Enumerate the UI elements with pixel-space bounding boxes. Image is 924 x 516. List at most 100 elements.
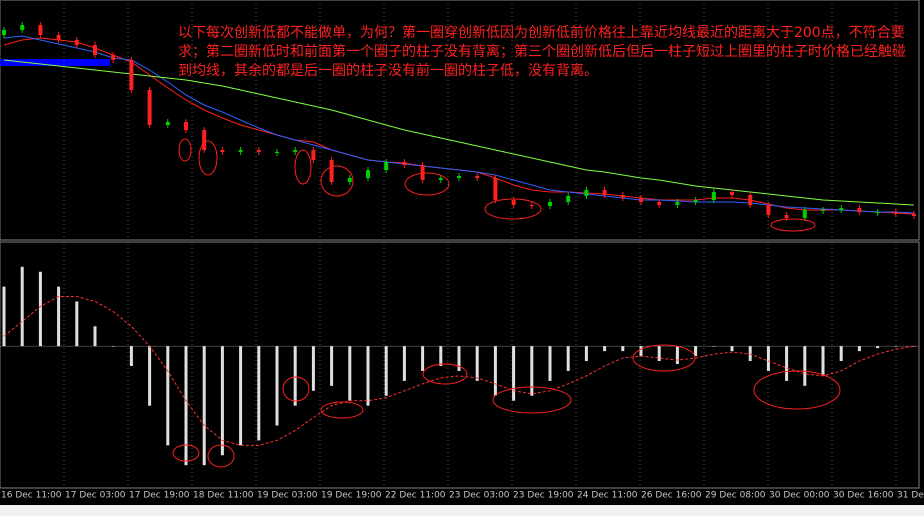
marks: 16 Dec 11:00 17 Dec 03:00 17 Dec 19:00 18 D… xyxy=(0,0,924,501)
candle xyxy=(329,160,334,182)
macd-bar xyxy=(202,346,206,466)
macd-bar xyxy=(785,346,789,381)
circle xyxy=(484,198,542,220)
circle xyxy=(207,444,235,468)
candle xyxy=(620,195,625,198)
macd-bar xyxy=(293,346,297,406)
macd-bar xyxy=(694,346,698,357)
candle xyxy=(566,196,571,202)
macd-bar xyxy=(366,346,370,406)
circle xyxy=(404,172,450,196)
macd-bar xyxy=(57,286,61,347)
macd-bar xyxy=(75,301,79,347)
candle xyxy=(839,208,844,210)
circle xyxy=(422,363,468,385)
circle xyxy=(770,218,816,232)
circle xyxy=(178,138,192,162)
candle xyxy=(711,192,716,200)
macd-bar xyxy=(275,346,279,426)
circle xyxy=(492,386,572,414)
x-tick-label: 30 Dec 16:00 xyxy=(833,491,894,501)
macd-bar xyxy=(239,346,243,446)
candle xyxy=(493,178,498,200)
macd-bar xyxy=(912,346,916,347)
candle xyxy=(657,202,662,205)
x-tick-label: 26 Dec 16:00 xyxy=(641,491,702,501)
candle xyxy=(802,210,807,218)
candle xyxy=(74,40,79,45)
candle xyxy=(184,122,188,130)
candle xyxy=(475,176,480,178)
blue-bar xyxy=(0,59,110,66)
circles xyxy=(172,138,841,468)
macd-bar xyxy=(457,346,461,371)
x-tick-label: 23 Dec 19:00 xyxy=(513,491,574,501)
x-tick-label: 19 Dec 03:00 xyxy=(257,491,318,501)
moving-average xyxy=(3,59,915,206)
candle xyxy=(147,90,152,125)
macd-bar xyxy=(894,346,898,347)
candle xyxy=(821,210,825,211)
macd-bar xyxy=(621,346,625,352)
x-tick-label: 19 Dec 19:00 xyxy=(321,491,382,501)
x-tick-label: 29 Dec 08:00 xyxy=(705,491,766,501)
macd-bar xyxy=(257,346,261,441)
candle xyxy=(384,162,389,170)
candle xyxy=(511,200,516,205)
macd-bar xyxy=(639,346,643,357)
macd-bar xyxy=(675,346,679,365)
macd-bar xyxy=(566,346,570,371)
macd-bar xyxy=(111,346,115,347)
macd-bar xyxy=(439,346,443,366)
candle xyxy=(93,45,97,55)
candle xyxy=(857,208,862,212)
candle xyxy=(238,150,243,152)
candle xyxy=(584,190,589,196)
x-tick-label: 22 Dec 11:00 xyxy=(385,491,446,501)
macd-bar xyxy=(2,286,6,347)
x-tick-label: 18 Dec 11:00 xyxy=(193,491,254,501)
macd-bar xyxy=(839,346,843,362)
candle xyxy=(275,152,279,153)
candle xyxy=(675,202,680,205)
candle xyxy=(748,195,753,205)
candle xyxy=(56,35,61,40)
macd-bar xyxy=(129,346,133,366)
candle xyxy=(293,150,298,152)
macd-bar xyxy=(421,346,425,371)
macd-bar xyxy=(348,346,352,401)
x-tick-label: 16 Dec 11:00 xyxy=(1,491,62,501)
macd-bar xyxy=(512,346,516,401)
macd-bar xyxy=(220,346,224,456)
macd-bar xyxy=(803,346,807,386)
x-tick-label: 17 Dec 19:00 xyxy=(129,491,190,501)
candle xyxy=(129,60,134,90)
annotation: 以下每次创新低都不能做单，为何？第一圈穿创新低因为创新低前价格往上靠近均线最近的… xyxy=(178,25,906,79)
x-tick-label: 31 Dec xyxy=(897,491,924,501)
candle xyxy=(38,25,43,35)
macd-bar xyxy=(93,326,97,347)
macd-bar xyxy=(493,346,497,396)
macd-bar xyxy=(166,346,170,446)
macd-bar xyxy=(548,346,552,381)
circle xyxy=(320,165,354,197)
x-tick-label: 23 Dec 03:00 xyxy=(449,491,510,501)
x-tick-label: 24 Dec 11:00 xyxy=(577,491,638,501)
candle xyxy=(457,176,461,178)
macd-bar xyxy=(384,346,388,396)
circle xyxy=(632,344,696,372)
circle xyxy=(172,444,200,462)
candle xyxy=(548,202,552,206)
macd-bar xyxy=(730,346,734,352)
candle xyxy=(111,55,116,60)
candle xyxy=(693,200,698,202)
macd-bar xyxy=(584,346,588,362)
macd-bar xyxy=(857,346,861,352)
candle xyxy=(256,150,261,152)
macd-bar xyxy=(712,346,716,347)
macd-bar xyxy=(330,346,334,386)
macd-bar xyxy=(402,346,406,381)
candle xyxy=(602,190,607,195)
signal-line xyxy=(3,296,915,446)
